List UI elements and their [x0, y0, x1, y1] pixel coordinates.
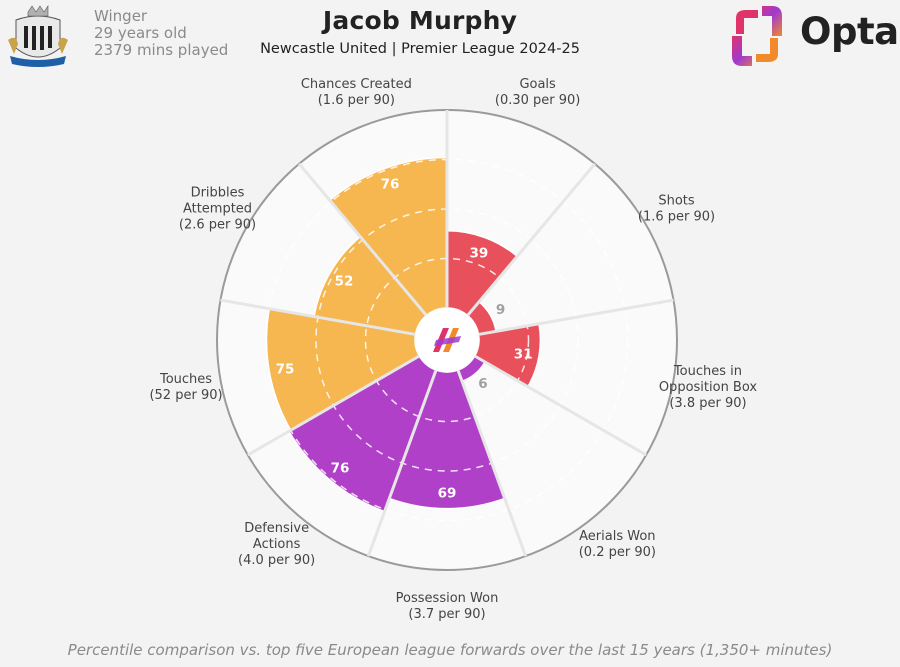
- player-minutes: 2379 mins played: [94, 41, 229, 59]
- value-label-2: 31: [514, 346, 533, 362]
- radar-spoke-6: [247, 354, 421, 457]
- axis-label-line: Chances Created: [301, 77, 412, 92]
- axis-label-line: Possession Won: [396, 591, 499, 606]
- player-age: 29 years old: [94, 24, 187, 42]
- value-label-1: 9: [496, 302, 505, 318]
- player-info: Winger 29 years old 2379 mins played: [94, 8, 228, 59]
- axis-label-line: Attempted: [183, 202, 252, 217]
- axis-label-line: (0.30 per 90): [495, 93, 581, 108]
- value-label-5: 76: [331, 461, 350, 477]
- player-position: Winger: [94, 7, 148, 25]
- axis-label-0: Goals (0.30 per 90): [495, 77, 581, 108]
- opta-logo-icon: [732, 6, 782, 66]
- axis-label-6: Touches (52 per 90): [149, 372, 222, 403]
- axis-label-line: (52 per 90): [149, 388, 222, 403]
- value-label-7: 52: [335, 274, 354, 290]
- axis-label-2: Touches in Opposition Box (3.8 per 90): [659, 364, 758, 411]
- value-label-4: 69: [438, 486, 457, 502]
- axis-label-line: Goals: [519, 77, 556, 92]
- radar-spoke-2: [478, 298, 674, 336]
- axis-label-7: Dribbles Attempted (2.6 per 90): [179, 186, 256, 233]
- footnote: Percentile comparison vs. top five Europ…: [67, 641, 833, 659]
- radar-spoke-7: [220, 298, 416, 336]
- radar-spoke-1: [466, 162, 596, 317]
- axis-label-5: Defensive Actions (4.0 per 90): [238, 521, 315, 568]
- hub-logo-slash-3: [434, 336, 461, 346]
- axis-label-line: (0.2 per 90): [579, 545, 656, 560]
- axis-label-line: (3.7 per 90): [408, 607, 485, 622]
- axis-label-line: Touches: [159, 372, 212, 387]
- value-label-3: 6: [478, 376, 487, 392]
- axis-label-line: Dribbles: [191, 186, 245, 201]
- axis-label-line: (4.0 per 90): [238, 553, 315, 568]
- axis-label-3: Aerials Won (0.2 per 90): [579, 529, 656, 560]
- value-label-6: 75: [276, 362, 295, 378]
- axis-label-line: Touches in: [673, 364, 742, 379]
- radar-spoke-5: [366, 369, 438, 557]
- newcastle-crest-logo: [8, 5, 68, 67]
- axis-label-line: Opposition Box: [659, 380, 758, 395]
- value-label-0: 39: [469, 245, 488, 261]
- axis-label-line: Actions: [253, 537, 301, 552]
- header: Jacob Murphy Newcastle United | Premier …: [0, 6, 840, 57]
- brand-name: Opta: [800, 10, 899, 53]
- axis-label-8: Chances Created (1.6 per 90): [301, 77, 412, 108]
- value-label-8: 76: [381, 177, 400, 193]
- axis-label-line: (1.6 per 90): [638, 210, 715, 225]
- radar-spoke-8: [298, 162, 428, 317]
- axis-label-line: (3.8 per 90): [669, 396, 746, 411]
- page-subtitle: Newcastle United | Premier League 2024-2…: [260, 41, 580, 57]
- axis-label-line: Shots: [658, 194, 695, 209]
- page-title: Jacob Murphy: [322, 6, 518, 35]
- axis-label-line: (1.6 per 90): [318, 93, 395, 108]
- radar-spoke-4: [456, 369, 528, 557]
- radar-spoke-3: [473, 354, 647, 457]
- axis-label-line: (2.6 per 90): [179, 218, 256, 233]
- axis-label-4: Possession Won (3.7 per 90): [396, 591, 499, 622]
- axis-label-1: Shots (1.6 per 90): [638, 194, 715, 225]
- axis-label-line: Aerials Won: [579, 529, 655, 544]
- axis-label-line: Defensive: [244, 521, 309, 536]
